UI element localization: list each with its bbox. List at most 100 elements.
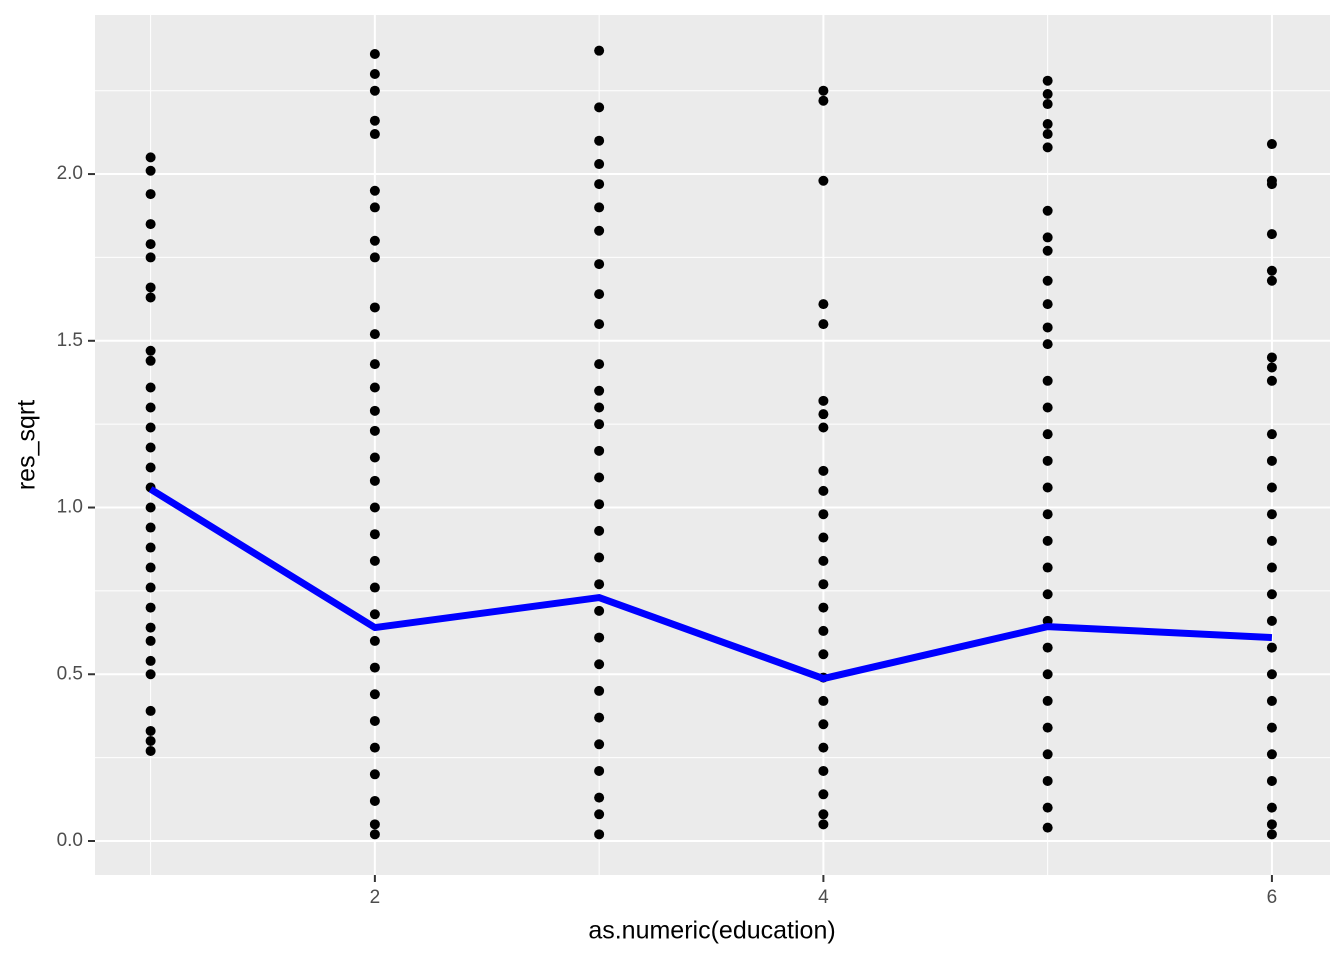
- point: [1266, 642, 1277, 653]
- point: [594, 445, 605, 456]
- point: [1266, 669, 1277, 680]
- point: [1042, 142, 1053, 153]
- point: [594, 259, 605, 270]
- point: [145, 345, 156, 356]
- plot-panel: [95, 15, 1330, 875]
- point: [1266, 275, 1277, 286]
- point: [1266, 589, 1277, 600]
- point: [145, 282, 156, 293]
- point: [1042, 129, 1053, 140]
- point: [1266, 775, 1277, 786]
- point: [369, 252, 380, 263]
- point: [369, 829, 380, 840]
- point: [1266, 829, 1277, 840]
- point: [594, 712, 605, 723]
- point: [369, 115, 380, 126]
- point: [145, 745, 156, 756]
- point: [594, 202, 605, 213]
- point: [145, 355, 156, 366]
- point: [818, 409, 829, 420]
- point: [1266, 722, 1277, 733]
- point: [594, 102, 605, 113]
- point: [145, 502, 156, 513]
- point: [1042, 589, 1053, 600]
- point: [1266, 179, 1277, 190]
- point: [594, 159, 605, 170]
- point: [145, 635, 156, 646]
- point: [369, 49, 380, 60]
- point: [594, 605, 605, 616]
- point: [1042, 89, 1053, 100]
- point: [594, 359, 605, 370]
- point: [369, 129, 380, 140]
- point: [818, 95, 829, 106]
- point: [145, 382, 156, 393]
- point: [145, 402, 156, 413]
- point: [818, 809, 829, 820]
- line: [148, 486, 1273, 683]
- point: [818, 625, 829, 636]
- point: [145, 462, 156, 473]
- point: [594, 135, 605, 146]
- point: [594, 809, 605, 820]
- point: [1266, 562, 1277, 573]
- point: [1042, 535, 1053, 546]
- point: [369, 742, 380, 753]
- point: [145, 669, 156, 680]
- point: [369, 475, 380, 486]
- point: [594, 552, 605, 563]
- point: [1042, 402, 1053, 413]
- point: [145, 292, 156, 303]
- point: [1042, 205, 1053, 216]
- point: [1266, 819, 1277, 830]
- point: [1042, 339, 1053, 350]
- point: [145, 252, 156, 263]
- point: [369, 715, 380, 726]
- x-tick-label: 2: [370, 887, 381, 908]
- point: [145, 725, 156, 736]
- point: [369, 582, 380, 593]
- point: [818, 532, 829, 543]
- point: [594, 739, 605, 750]
- x-tick-label: 6: [1267, 887, 1278, 908]
- y-axis-title: res_sqrt: [13, 400, 41, 490]
- point: [818, 765, 829, 776]
- point: [1266, 139, 1277, 150]
- point: [369, 382, 380, 393]
- point: [594, 225, 605, 236]
- point: [1042, 245, 1053, 256]
- point: [594, 472, 605, 483]
- point: [594, 45, 605, 56]
- point: [369, 202, 380, 213]
- point: [818, 85, 829, 96]
- point: [594, 385, 605, 396]
- point: [1266, 352, 1277, 363]
- x-tick-label: 4: [818, 887, 829, 908]
- y-tick-label: 1.0: [57, 497, 83, 518]
- point: [818, 819, 829, 830]
- point: [1042, 822, 1053, 833]
- point: [818, 555, 829, 566]
- point: [369, 635, 380, 646]
- point: [1042, 722, 1053, 733]
- point: [145, 239, 156, 250]
- point: [145, 152, 156, 163]
- point: [818, 742, 829, 753]
- point: [594, 659, 605, 670]
- point: [594, 829, 605, 840]
- point: [594, 632, 605, 643]
- point: [818, 579, 829, 590]
- point: [594, 419, 605, 430]
- point: [145, 219, 156, 230]
- point: [1042, 562, 1053, 573]
- point: [145, 522, 156, 533]
- point: [369, 452, 380, 463]
- point: [1266, 375, 1277, 386]
- point: [1266, 455, 1277, 466]
- point: [145, 542, 156, 553]
- point: [1042, 375, 1053, 386]
- point: [369, 329, 380, 340]
- point: [1266, 429, 1277, 440]
- point: [818, 649, 829, 660]
